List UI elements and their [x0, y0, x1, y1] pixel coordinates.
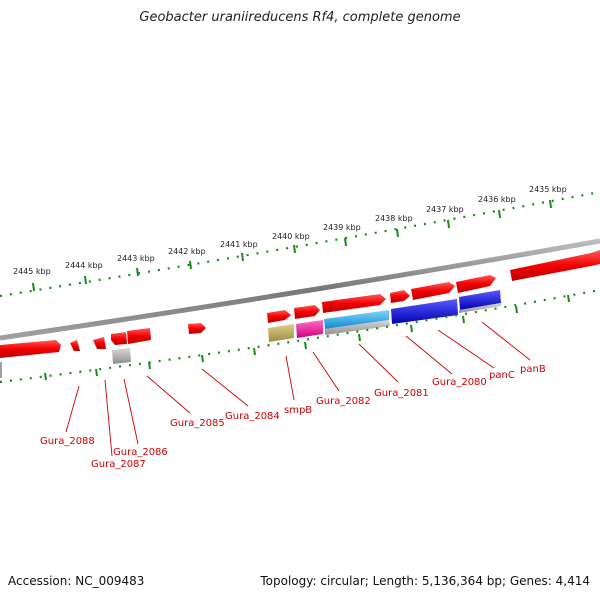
feature-row [0, 290, 501, 378]
minor-tick [410, 324, 413, 333]
major-tick [136, 267, 139, 277]
minor-tick [148, 361, 151, 370]
scale-label: 2445 kbp [13, 267, 51, 276]
feature-panC[interactable] [459, 290, 501, 310]
genome-summary-text: Topology: circular; Length: 5,136,364 bp… [260, 574, 590, 588]
gene-Gura-2087[interactable] [93, 337, 106, 349]
leader-lines [65, 321, 531, 457]
gene-arrow[interactable] [294, 305, 320, 319]
major-tick [549, 199, 552, 209]
scale-label: 2440 kbp [272, 232, 310, 241]
scale-label: 2435 kbp [529, 185, 567, 194]
gene-Gura-2086[interactable] [111, 332, 127, 345]
scale-label: 2443 kbp [117, 254, 155, 263]
gene-arrow[interactable] [267, 310, 291, 323]
scale-label: 2444 kbp [65, 261, 103, 270]
gene-labels: Gura_2088 Gura_2087 Gura_2086 Gura_2085 … [40, 364, 546, 470]
gene-label[interactable]: Gura_2085 [170, 418, 225, 429]
inner-scale-track [0, 288, 600, 384]
gene-Gura-2088[interactable] [70, 340, 80, 351]
gene-label[interactable]: Gura_2086 [113, 447, 168, 458]
outer-scale-track [0, 190, 600, 298]
minor-tick [253, 347, 256, 356]
scale-label: 2438 kbp [375, 214, 413, 223]
major-tick [189, 260, 192, 270]
feature-Gura-2082[interactable] [296, 320, 323, 338]
gene-label[interactable]: panB [520, 364, 546, 375]
gene-label[interactable]: Gura_2087 [91, 459, 146, 470]
feature-smpB[interactable] [268, 324, 294, 342]
major-tick [32, 282, 35, 292]
minor-tick [515, 305, 518, 314]
gene-label[interactable]: Gura_2081 [374, 388, 429, 399]
gene-arrow[interactable] [390, 290, 410, 303]
scale-labels: 2445 kbp 2444 kbp 2443 kbp 2442 kbp 2441… [13, 185, 567, 276]
feature-Gura-2081-sub[interactable] [325, 320, 390, 335]
gene-label[interactable]: Gura_2082 [316, 396, 371, 407]
gene-arrow[interactable] [411, 282, 455, 300]
genome-title: Geobacter uraniireducens Rf4, complete g… [139, 10, 461, 25]
feature-Gura-2086[interactable] [112, 348, 131, 364]
gene-label[interactable]: panC [489, 370, 515, 381]
major-tick [447, 219, 450, 229]
minor-tick [44, 372, 47, 381]
forward-genes [0, 250, 600, 358]
scale-label: 2441 kbp [220, 240, 258, 249]
major-tick [396, 228, 399, 238]
scale-label: 2439 kbp [323, 223, 361, 232]
major-tick [344, 237, 347, 247]
major-tick [293, 244, 296, 254]
minor-tick [95, 368, 98, 377]
feature-panC-sub[interactable] [459, 303, 501, 313]
gene-label[interactable]: smpB [284, 405, 312, 416]
gene-arrow[interactable] [456, 275, 496, 293]
gene-arrow[interactable] [322, 294, 386, 313]
major-tick [498, 209, 501, 219]
gene-arrow[interactable] [0, 340, 61, 358]
major-tick [84, 275, 87, 285]
minor-tick [304, 341, 307, 350]
gene-Gura-2085[interactable] [127, 328, 151, 344]
feature-edge [0, 362, 2, 378]
minor-tick [567, 294, 570, 303]
minor-tick [462, 315, 465, 324]
scale-label: 2437 kbp [426, 205, 464, 214]
feature-Gura-2080[interactable] [391, 299, 458, 324]
minor-tick [201, 354, 204, 363]
feature-Gura-2081[interactable] [324, 310, 389, 329]
gene-label[interactable]: Gura_2088 [40, 436, 95, 447]
genome-backbone [0, 238, 600, 341]
gene-label[interactable]: Gura_2080 [432, 377, 487, 388]
gene-panB-region[interactable] [510, 250, 600, 281]
gene-Gura-2084[interactable] [188, 323, 206, 334]
accession-text: Accession: NC_009483 [8, 574, 145, 588]
scale-label: 2436 kbp [478, 195, 516, 204]
gene-label[interactable]: Gura_2084 [225, 411, 280, 422]
major-tick [241, 252, 244, 262]
minor-tick [358, 333, 361, 342]
scale-label: 2442 kbp [168, 247, 206, 256]
